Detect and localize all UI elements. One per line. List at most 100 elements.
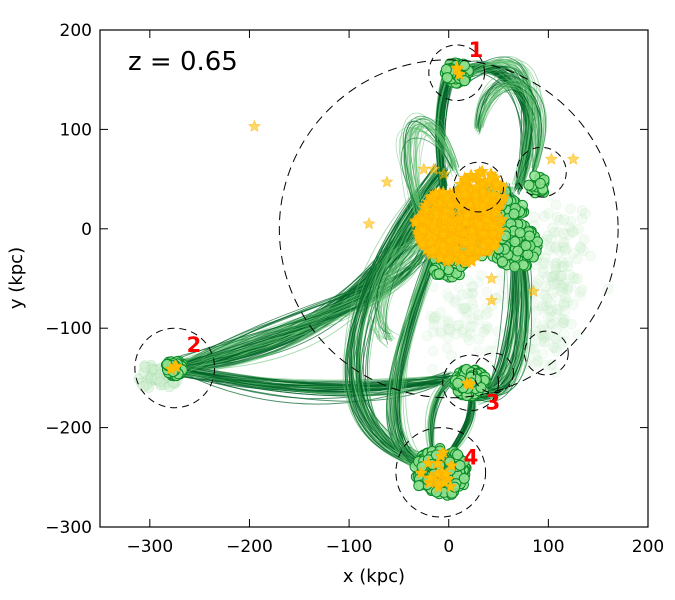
faint-particle — [443, 317, 455, 329]
faint-particle — [551, 303, 563, 315]
faint-particle — [565, 203, 576, 215]
faint-particle — [451, 328, 462, 340]
faint-particle — [537, 348, 548, 360]
faint-particle — [573, 223, 584, 235]
faint-particle — [540, 300, 552, 312]
faint-particle — [545, 306, 557, 318]
star-particle — [494, 223, 508, 236]
faint-particle — [551, 333, 562, 344]
faint-particle — [550, 241, 562, 253]
subhalo-circle — [453, 161, 505, 213]
faint-particle — [574, 290, 586, 302]
faint-particle — [138, 381, 149, 392]
faint-particle — [473, 333, 485, 345]
faint-particle — [427, 345, 439, 357]
stream-curve — [185, 252, 424, 365]
faint-particle — [550, 308, 562, 320]
faint-particle — [441, 288, 453, 299]
halo-star — [452, 67, 466, 81]
faint-particle — [567, 272, 579, 283]
star-particle — [476, 238, 490, 251]
faint-particle — [473, 314, 484, 326]
faint-particle — [538, 211, 550, 222]
subhalo-circle — [515, 146, 567, 198]
faint-particle — [462, 288, 473, 300]
faint-particle — [559, 314, 571, 325]
faint-particle — [547, 287, 559, 298]
faint-particle — [535, 324, 546, 336]
star-particle — [469, 179, 484, 193]
faint-particle — [439, 316, 450, 327]
faint-particle — [576, 284, 588, 296]
star-particle — [526, 284, 540, 298]
faint-particle — [551, 277, 563, 289]
halo-particle — [452, 377, 464, 389]
star-particle — [464, 252, 479, 265]
faint-particle — [554, 215, 565, 226]
particle — [496, 256, 508, 268]
stream-curve — [458, 64, 527, 185]
star-particle — [442, 252, 456, 266]
stream-curve — [176, 242, 429, 368]
halo-star — [423, 470, 437, 484]
faint-particle — [566, 226, 578, 237]
faint-particle — [538, 337, 550, 348]
halo-star — [431, 467, 445, 480]
faint-particle — [427, 326, 439, 338]
faint-particle — [456, 303, 468, 315]
halo-star — [445, 458, 459, 472]
faint-particle — [578, 234, 590, 245]
faint-particle — [465, 321, 476, 333]
faint-particle — [466, 287, 478, 299]
star-particle — [476, 203, 490, 217]
star-particle — [489, 206, 503, 219]
faint-particle — [435, 326, 447, 337]
star-particle — [485, 219, 499, 232]
faint-particle — [442, 314, 454, 326]
faint-particle — [539, 332, 551, 343]
stream-curve — [182, 244, 422, 366]
faint-particle — [540, 359, 551, 371]
faint-particle — [435, 307, 446, 318]
stream-curve — [412, 134, 459, 214]
faint-particle — [467, 313, 479, 325]
faint-particle — [563, 229, 575, 240]
star-particle — [472, 217, 487, 231]
faint-particle — [537, 332, 549, 343]
particle — [520, 240, 532, 252]
subhalo-circle — [473, 352, 514, 394]
faint-particle — [427, 364, 438, 375]
y-tick-label: −300 — [45, 518, 92, 538]
host-halo-circle — [278, 59, 619, 399]
faint-particle — [467, 299, 478, 310]
faint-particle — [575, 243, 587, 254]
star-particle — [420, 203, 434, 216]
star-particle — [426, 243, 440, 256]
y-tick-label: 0 — [81, 220, 92, 240]
faint-particle — [545, 359, 557, 371]
x-axis-label: x (kpc) — [343, 566, 405, 587]
faint-particle — [557, 282, 569, 293]
faint-particle — [580, 208, 591, 219]
stream-curve — [481, 76, 538, 173]
star-particle — [362, 216, 376, 230]
halo-4 — [395, 427, 487, 518]
faint-particle — [546, 233, 557, 245]
faint-particle — [576, 205, 588, 216]
particle — [509, 236, 521, 248]
halo-particle — [413, 480, 425, 492]
faint-particle — [539, 329, 551, 341]
faint-particle — [429, 313, 440, 324]
faint-particle — [551, 257, 563, 269]
star-particle — [439, 203, 454, 216]
faint-particle — [550, 264, 562, 275]
faint-particle — [567, 299, 579, 310]
star-particle — [424, 235, 438, 248]
faint-particle — [556, 261, 568, 273]
faint-particle — [564, 269, 576, 281]
dashed-circles — [278, 59, 619, 399]
faint-particle — [553, 226, 564, 238]
faint-particle — [492, 326, 504, 337]
particle — [514, 227, 526, 239]
faint-particle — [495, 270, 507, 281]
